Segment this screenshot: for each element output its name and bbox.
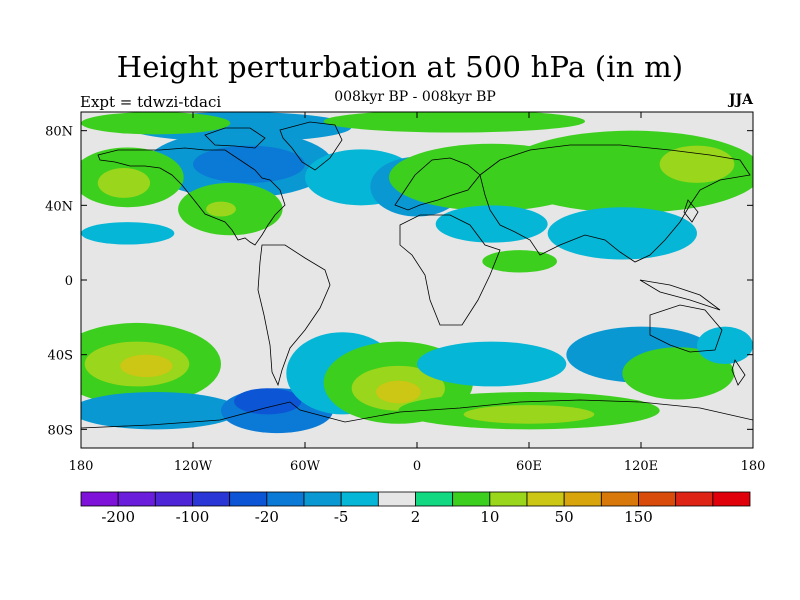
contour-region-31 <box>463 405 595 424</box>
colorbar-swatch <box>154 491 193 507</box>
contour-region-33 <box>622 347 735 400</box>
coastline-north-america <box>97 147 286 246</box>
colorbar-label: -20 <box>255 508 279 526</box>
height-field-contours <box>81 112 753 434</box>
coastline-south-america <box>257 244 331 387</box>
coastline-australia <box>649 304 723 353</box>
colorbar-label: -100 <box>176 508 210 526</box>
coastline-greenland <box>279 121 343 171</box>
latitude-axis: 80N 40N 0 40S 80S <box>45 125 753 438</box>
contour-region-17 <box>547 207 697 260</box>
lon-tick-label: 60W <box>290 459 321 474</box>
season-label: JJA <box>728 92 753 108</box>
map-area <box>80 111 754 449</box>
experiment-label: Expt = tdwzi-tdaci <box>80 93 222 111</box>
colorbar-swatch <box>266 491 305 507</box>
lon-tick-label: 120W <box>174 459 213 474</box>
map-subtitle: 008kyr BP - 008kyr BP <box>334 89 496 105</box>
contour-region-16 <box>435 205 548 243</box>
contour-region-29 <box>417 341 567 387</box>
longitude-axis: 180 120W 60W 0 60E 120E 180 <box>69 112 766 474</box>
lat-tick-label: 40S <box>48 349 73 364</box>
coastline-new-zealand <box>731 359 746 386</box>
colorbar-label: -200 <box>101 508 135 526</box>
colorbar-swatch <box>415 491 454 507</box>
colorbar-swatch <box>600 491 639 507</box>
colorbar-swatch <box>340 491 379 507</box>
lon-tick-label: 120E <box>624 459 658 474</box>
lat-tick-label: 40N <box>45 199 73 214</box>
colorbar-swatch <box>303 491 342 507</box>
contour-region-18 <box>482 250 557 273</box>
colorbar-swatch <box>377 491 416 507</box>
contour-region-1 <box>81 112 231 135</box>
colorbar-swatch <box>638 491 677 507</box>
coastline-asia <box>479 144 751 263</box>
lat-tick-label: 80S <box>48 423 73 438</box>
colorbar-swatch <box>80 491 119 507</box>
map-title: Height perturbation at 500 hPa (in m) <box>116 50 684 84</box>
contour-region-6 <box>97 168 151 198</box>
coastlines <box>81 121 753 429</box>
lon-tick-label: 60E <box>516 459 542 474</box>
colorbar-swatch <box>452 491 491 507</box>
colorbar-swatch <box>526 491 565 507</box>
coastline-antarctica <box>81 399 753 429</box>
colorbar-swatch <box>229 491 268 507</box>
contour-region-21 <box>120 354 173 378</box>
contour-region-34 <box>697 326 753 365</box>
contour-region-8 <box>206 201 236 217</box>
colorbar: -200 -100 -20 -5 2 10 50 150 <box>80 491 751 526</box>
coastline-japan <box>683 199 699 223</box>
colorbar-swatch <box>117 491 156 507</box>
colorbar-label: 10 <box>480 508 499 526</box>
colorbar-swatch <box>712 491 751 507</box>
colorbar-label: 2 <box>411 508 421 526</box>
lat-tick-label: 0 <box>65 274 73 289</box>
colorbar-swatch <box>675 491 714 507</box>
colorbar-label: 50 <box>555 508 574 526</box>
colorbar-label: 150 <box>624 508 653 526</box>
contour-region-22 <box>81 392 240 430</box>
contour-region-24 <box>234 388 302 415</box>
lon-tick-label: 180 <box>741 459 766 474</box>
contour-region-4 <box>193 145 305 183</box>
contour-region-15 <box>659 145 735 183</box>
contour-region-28 <box>375 380 421 404</box>
coastline-africa <box>399 214 501 326</box>
coastline-indonesia <box>639 279 721 311</box>
contour-region-2 <box>323 112 585 133</box>
colorbar-swatch <box>489 491 528 507</box>
lon-tick-label: 180 <box>69 459 94 474</box>
colorbar-swatch <box>563 491 602 507</box>
colorbar-label: -5 <box>334 508 349 526</box>
colorbar-swatch <box>192 491 231 507</box>
lat-tick-label: 80N <box>45 125 73 140</box>
contour-region-9 <box>81 222 175 245</box>
coastline-arctic-islands <box>204 127 266 149</box>
lon-tick-label: 0 <box>413 459 421 474</box>
